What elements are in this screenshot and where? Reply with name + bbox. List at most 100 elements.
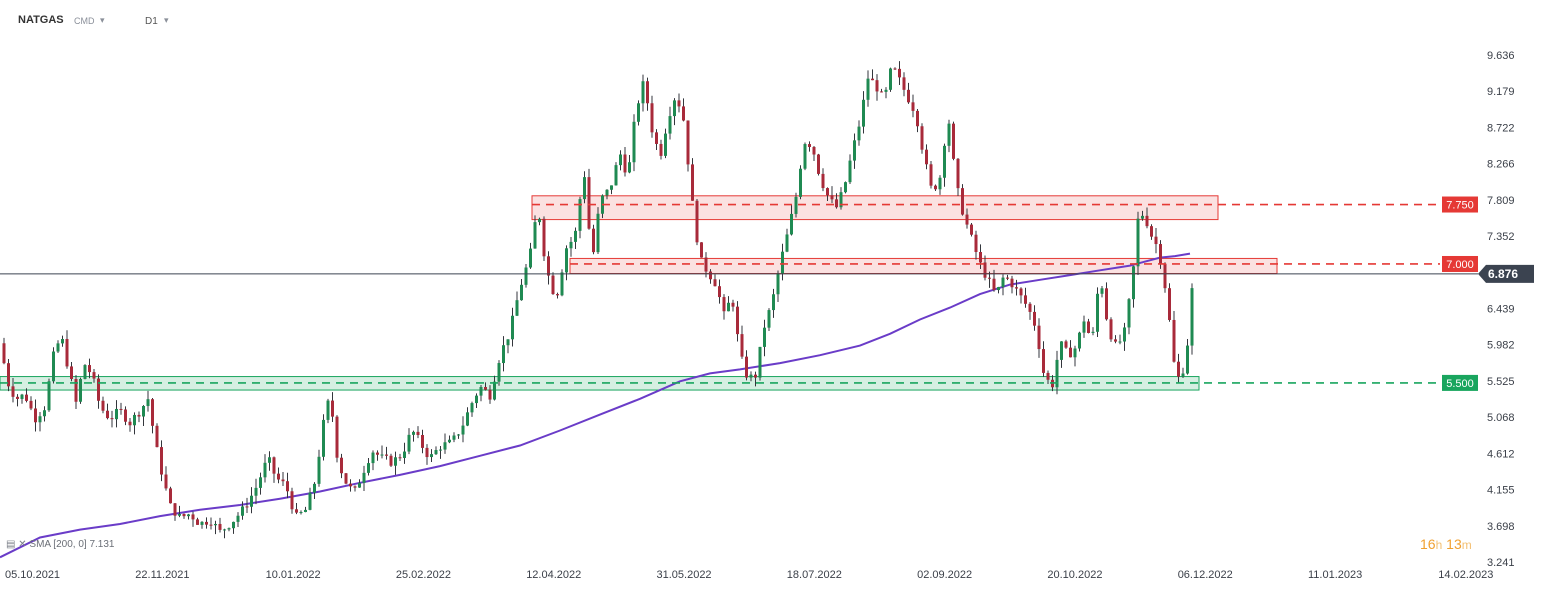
candle-body bbox=[88, 365, 91, 373]
candle-body bbox=[439, 449, 442, 451]
candle-body bbox=[709, 271, 712, 280]
candle-body bbox=[106, 410, 109, 419]
candle-body bbox=[767, 310, 771, 328]
candle-body bbox=[893, 68, 897, 70]
candle-body bbox=[1010, 278, 1014, 288]
symbol-dropdown-caret-icon[interactable]: ▾ bbox=[100, 15, 105, 25]
candle-body bbox=[2, 343, 6, 364]
candle-body bbox=[137, 414, 141, 417]
candle-body bbox=[1024, 295, 1027, 304]
candle-body bbox=[1109, 319, 1113, 340]
candle-body bbox=[133, 414, 136, 426]
indicator-remove-icon[interactable]: ✕ bbox=[18, 539, 27, 550]
symbol-label[interactable]: NATGAS bbox=[18, 14, 64, 26]
candle-body bbox=[1078, 332, 1081, 349]
candle-body bbox=[313, 483, 316, 493]
candle-body bbox=[745, 356, 748, 378]
candle-body bbox=[574, 230, 577, 242]
candle-body bbox=[785, 234, 789, 252]
candle-body bbox=[520, 284, 523, 301]
candle-body bbox=[799, 168, 802, 197]
candle-body bbox=[844, 182, 847, 193]
candle-body bbox=[992, 278, 996, 291]
candle-body bbox=[547, 256, 550, 276]
timer-minutes-unit: m bbox=[1461, 538, 1472, 552]
candle-body bbox=[299, 512, 303, 514]
candle-body bbox=[1172, 319, 1176, 362]
candle-body bbox=[74, 379, 78, 402]
candle-body bbox=[11, 386, 15, 397]
candle-body bbox=[880, 91, 883, 93]
candle-body bbox=[16, 396, 19, 399]
candle-body bbox=[340, 457, 343, 474]
candle-body bbox=[407, 434, 411, 452]
candle-body bbox=[947, 123, 951, 146]
candle-body bbox=[286, 481, 289, 492]
candle-body bbox=[920, 126, 924, 150]
candle-body bbox=[398, 457, 402, 459]
candle-body bbox=[628, 162, 631, 173]
y-tick-label: 5.068 bbox=[1487, 412, 1515, 424]
candle-body bbox=[902, 77, 906, 90]
candle-body bbox=[250, 495, 253, 507]
candle-body bbox=[524, 267, 528, 285]
candle-body bbox=[1082, 321, 1086, 333]
candle-body bbox=[569, 241, 573, 249]
indicator-label: SMA [200, 0] 7.131 bbox=[29, 539, 115, 550]
candle-body bbox=[281, 479, 285, 482]
candle-body bbox=[1042, 349, 1045, 373]
candle-body bbox=[1123, 327, 1126, 342]
candle-body bbox=[790, 213, 793, 235]
current-price-label: 6.876 bbox=[1488, 267, 1518, 281]
candle-body bbox=[461, 425, 465, 435]
candle-body bbox=[290, 491, 294, 510]
candle-body bbox=[92, 372, 96, 379]
candle-body bbox=[1037, 325, 1041, 350]
candle-body bbox=[394, 457, 397, 466]
candle-body bbox=[1073, 348, 1077, 358]
candle-body bbox=[718, 286, 721, 298]
candle-body bbox=[722, 297, 726, 312]
candle-body bbox=[1114, 339, 1117, 342]
candle-body bbox=[119, 408, 123, 410]
candle-body bbox=[565, 248, 568, 273]
candle-body bbox=[182, 513, 186, 517]
candle-body bbox=[817, 154, 820, 174]
candle-body bbox=[196, 519, 199, 525]
candle-body bbox=[1046, 372, 1050, 380]
candle-body bbox=[857, 126, 861, 141]
candle-body bbox=[56, 343, 60, 352]
indicator-legend[interactable]: ▤ ✕ SMA [200, 0] 7.131 bbox=[6, 539, 114, 550]
candle-body bbox=[583, 177, 586, 200]
candle-body bbox=[727, 302, 730, 312]
candle-body bbox=[614, 165, 618, 186]
candle-body bbox=[848, 160, 852, 183]
candle-body bbox=[421, 435, 424, 448]
candle-body bbox=[25, 394, 28, 401]
timeframe-dropdown-caret-icon[interactable]: ▾ bbox=[164, 15, 169, 25]
candle-body bbox=[128, 421, 132, 426]
candle-body bbox=[659, 143, 663, 156]
candle-body bbox=[1006, 277, 1009, 279]
y-tick-label: 3.698 bbox=[1487, 521, 1515, 533]
candle-body bbox=[146, 399, 150, 407]
candle-body bbox=[232, 521, 235, 529]
candle-body bbox=[1087, 321, 1090, 333]
candle-body bbox=[682, 106, 685, 121]
candle-body bbox=[943, 145, 946, 178]
candle-body bbox=[1019, 288, 1023, 296]
level-zone bbox=[531, 195, 1219, 221]
y-tick-label: 8.266 bbox=[1487, 159, 1515, 171]
timeframe-selector[interactable]: D1 bbox=[145, 16, 158, 27]
candle-body bbox=[1145, 215, 1149, 227]
candle-body bbox=[821, 173, 825, 189]
level-tag bbox=[1442, 255, 1478, 272]
candle-body bbox=[236, 515, 240, 522]
indicator-settings-icon[interactable]: ▤ bbox=[6, 539, 16, 550]
candle-body bbox=[673, 100, 676, 117]
candle-body bbox=[965, 214, 969, 225]
candle-body bbox=[20, 394, 24, 399]
candle-body bbox=[389, 455, 393, 466]
